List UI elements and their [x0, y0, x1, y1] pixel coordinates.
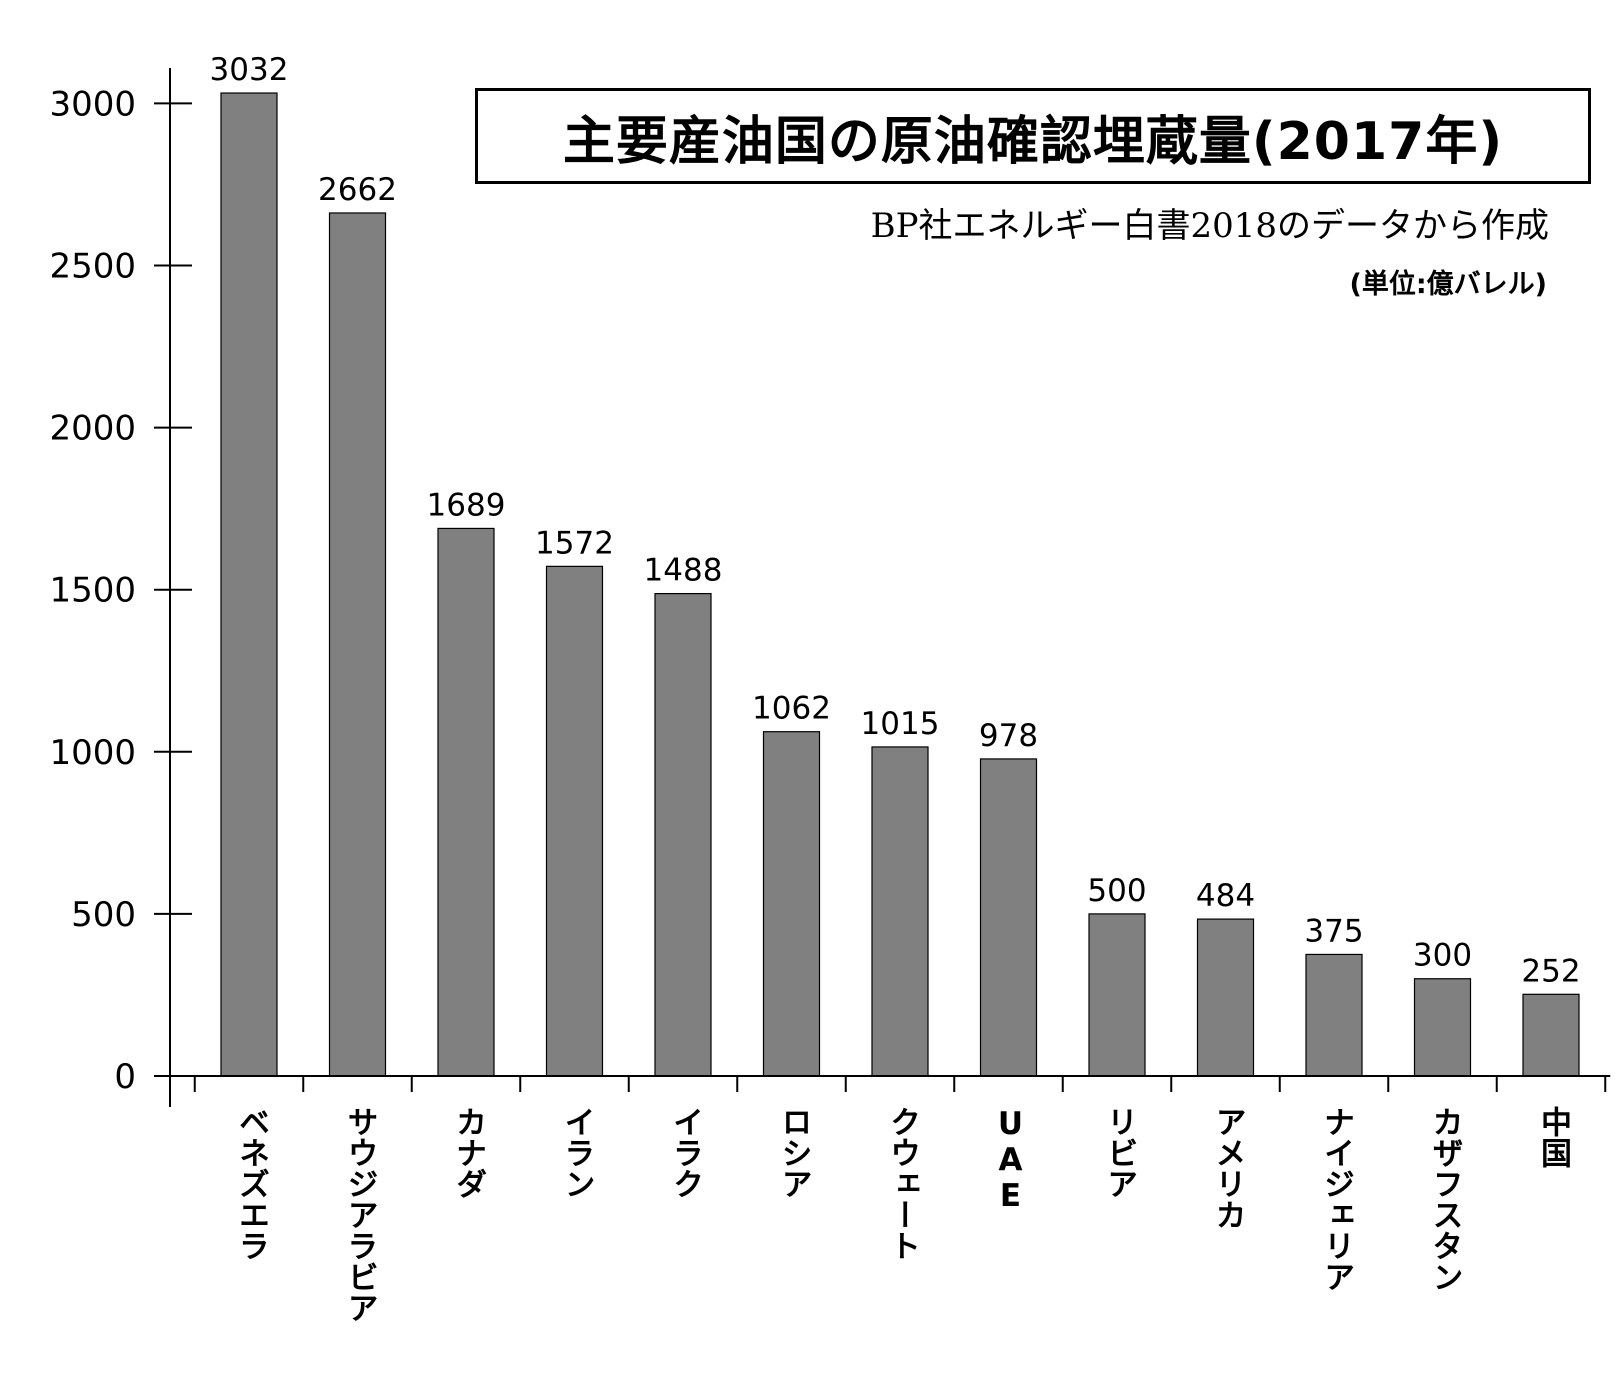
category-label: ロシア: [775, 1106, 812, 1199]
value-label: 500: [1087, 873, 1146, 909]
category-label: リビア: [1101, 1106, 1137, 1199]
bar: [871, 746, 929, 1077]
y-tick-label: 2000: [49, 409, 136, 449]
bar: [545, 565, 604, 1077]
category-label: カザフスタン: [1426, 1106, 1463, 1292]
unit-label: (単位:億バレル): [1349, 269, 1547, 300]
bar: [1305, 953, 1363, 1077]
chart-subtitle: BP社エネルギー白書2018のデータから作成: [870, 206, 1549, 246]
value-label: 1572: [535, 525, 614, 561]
bar: [220, 92, 278, 1077]
category-label: UAE: [992, 1106, 1029, 1214]
category-label: ナイジェリア: [1318, 1106, 1354, 1292]
y-tick-label: 2500: [49, 247, 136, 287]
bar: [1088, 913, 1146, 1077]
y-tick-label: 0: [114, 1057, 136, 1097]
value-label: 1689: [427, 487, 506, 523]
value-labels-group: 3032 2662 1689 1572 1488 1062 1015 978 500 484 375…: [210, 52, 1581, 989]
value-label: 1062: [752, 691, 831, 727]
y-tick-label: 1500: [49, 571, 136, 611]
value-label: 978: [979, 718, 1038, 754]
value-label: 300: [1413, 938, 1472, 974]
bars-group: [220, 92, 1580, 1077]
y-tick-label: 1000: [49, 733, 136, 773]
category-label: カナダ: [450, 1106, 486, 1199]
axes-group: 0 500 1000 1500 2000 2500 3000: [49, 68, 1611, 1107]
bar: [979, 758, 1038, 1077]
bar: [762, 731, 821, 1077]
value-label: 1015: [861, 706, 940, 742]
value-label: 375: [1304, 913, 1363, 949]
bar: [654, 592, 712, 1077]
bar: [1196, 918, 1255, 1077]
category-label: イラン: [558, 1106, 595, 1199]
category-label: アメリカ: [1209, 1106, 1246, 1230]
y-tick-label: 500: [71, 895, 136, 935]
category-label: ベネズエラ: [233, 1106, 269, 1261]
bar: [1413, 978, 1472, 1077]
value-label: 3032: [210, 52, 289, 88]
chart-title: 主要産油国の原油確認埋蔵量(2017年): [475, 88, 1591, 184]
value-label: 252: [1521, 953, 1580, 989]
category-label: 中国: [1535, 1106, 1571, 1168]
category-label: サウジアラビア: [341, 1106, 378, 1323]
category-label: イラク: [667, 1106, 703, 1199]
bar: [437, 527, 495, 1077]
value-label: 2662: [318, 172, 397, 208]
y-tick-label: 3000: [49, 84, 136, 124]
value-label: 1488: [644, 553, 723, 589]
value-label: 484: [1196, 878, 1255, 914]
bar: [1522, 993, 1580, 1077]
category-label: クウェート: [884, 1106, 920, 1261]
bar: [328, 212, 387, 1077]
